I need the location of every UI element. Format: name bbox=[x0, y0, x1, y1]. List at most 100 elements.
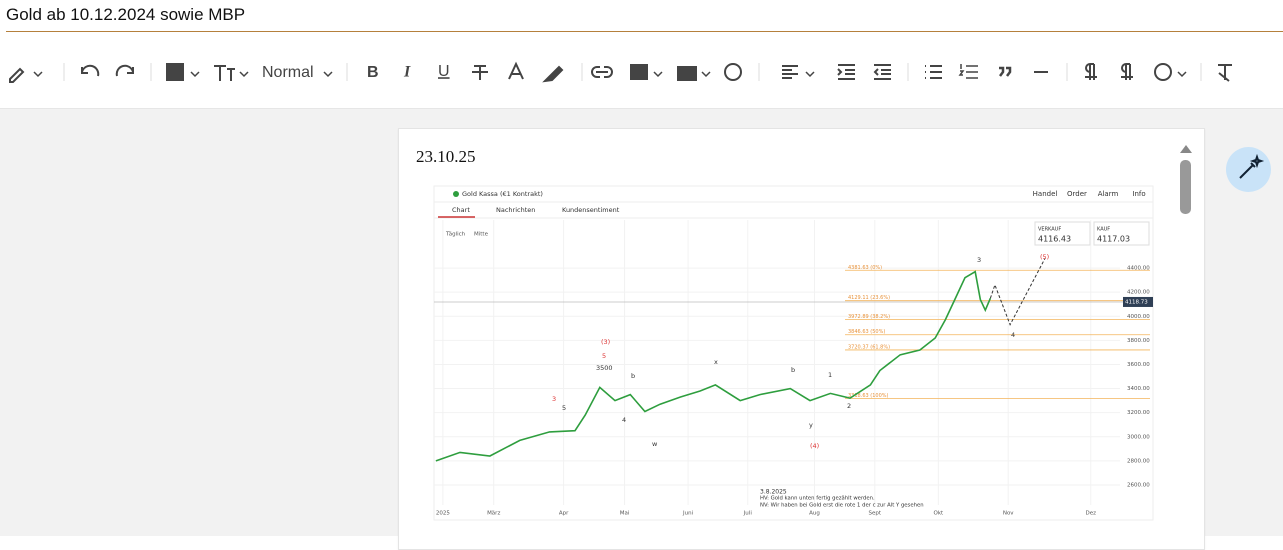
fib-label: 3318.63 (100%) bbox=[848, 393, 889, 399]
redo-icon[interactable] bbox=[115, 64, 134, 77]
menu-item: Order bbox=[1067, 190, 1087, 198]
wave-label: 3500 bbox=[596, 364, 613, 372]
wave-label: 3 bbox=[977, 256, 981, 264]
wave-label: 1 bbox=[828, 371, 832, 379]
wave-label: x bbox=[714, 358, 718, 366]
chart-note: NV: Wir haben bei Gold erst die rote 1 d… bbox=[760, 503, 924, 509]
quote-box bbox=[1034, 221, 1091, 246]
video-icon[interactable] bbox=[677, 66, 697, 81]
wave-label: (3) bbox=[601, 338, 610, 346]
page: {"header": {"title": "Gold ab 10.12.2024… bbox=[0, 5, 1283, 550]
rtl-icon[interactable] bbox=[1121, 63, 1133, 80]
y-tick-label: 3000.00 bbox=[1127, 434, 1150, 440]
menu-item: Alarm bbox=[1098, 190, 1119, 198]
x-tick-label: Aug bbox=[809, 511, 820, 517]
scroll-up[interactable] bbox=[1180, 145, 1192, 153]
dropdown-arrows[interactable] bbox=[190, 71, 1187, 78]
chart-option: Mitte bbox=[474, 232, 489, 238]
x-tick-label: Sept bbox=[869, 511, 882, 517]
numbered-list-icon[interactable] bbox=[958, 64, 978, 79]
wave-label: 4 bbox=[622, 416, 626, 424]
ai-assist-button[interactable] bbox=[1226, 147, 1271, 192]
image-frame bbox=[433, 185, 1154, 521]
y-tick-label: 4400.00 bbox=[1127, 266, 1150, 272]
bullet-list-icon[interactable] bbox=[925, 65, 942, 79]
x-tick-label: Apr bbox=[559, 511, 569, 517]
price-line bbox=[435, 270, 992, 462]
clear-format-icon[interactable] bbox=[1218, 64, 1232, 82]
wave-label: 5 bbox=[562, 404, 566, 412]
instrument-name: Gold Kassa (€1 Kontrakt) bbox=[462, 190, 543, 198]
wave-label: 5 bbox=[602, 352, 606, 360]
font-size-icon[interactable] bbox=[214, 65, 235, 81]
fib-label: 3720.37 (61.8%) bbox=[848, 344, 890, 350]
x-tick-label: Juli bbox=[743, 511, 753, 517]
dropdown-arrow[interactable] bbox=[33, 71, 43, 78]
toolbar: Normal B I U bbox=[9, 61, 1232, 83]
y-tick-label: 4000.00 bbox=[1127, 314, 1150, 320]
language-icon[interactable] bbox=[1154, 63, 1172, 81]
quote-icon[interactable] bbox=[999, 66, 1012, 77]
bold-button[interactable]: B bbox=[367, 64, 379, 81]
current-price-box bbox=[1123, 296, 1153, 307]
wave-label: 3 bbox=[552, 395, 556, 403]
ltr-icon[interactable] bbox=[1085, 63, 1097, 80]
x-tick-label: März bbox=[487, 511, 500, 517]
strike-icon[interactable] bbox=[472, 65, 488, 80]
chart-tab: Kundensentiment bbox=[562, 206, 620, 214]
quote-price: 4117.03 bbox=[1097, 235, 1130, 244]
align-icon[interactable] bbox=[782, 65, 798, 79]
fib-label: 4129.11 (23.6%) bbox=[848, 295, 890, 301]
status-dot bbox=[453, 191, 459, 197]
undo-icon[interactable] bbox=[81, 64, 100, 77]
scrollbar-thumb[interactable] bbox=[1180, 160, 1191, 214]
quote-box bbox=[1093, 221, 1150, 246]
x-tick-label: Okt bbox=[934, 511, 945, 517]
quote-label: VERKAUF bbox=[1038, 227, 1061, 233]
x-tick-label: Juni bbox=[682, 511, 694, 517]
wave-label: w bbox=[652, 440, 658, 448]
emoji-icon[interactable] bbox=[724, 63, 742, 81]
text-color-box[interactable] bbox=[166, 63, 184, 81]
projection-line bbox=[989, 258, 1046, 326]
italic-button[interactable]: I bbox=[403, 64, 411, 81]
font-color-icon[interactable] bbox=[508, 61, 524, 80]
fib-label: 3846.63 (50%) bbox=[848, 329, 885, 335]
ai-assist-icon bbox=[1239, 153, 1265, 179]
chart-note: HV: Gold kann unten fertig gezählt werde… bbox=[760, 496, 875, 502]
wave-label: y bbox=[809, 421, 813, 429]
current-price-label: 4118.73 bbox=[1125, 299, 1148, 305]
image-icon[interactable] bbox=[630, 64, 648, 80]
y-tick-label: 3800.00 bbox=[1127, 338, 1150, 344]
y-tick-label: 3400.00 bbox=[1127, 386, 1150, 392]
quote-price: 4116.43 bbox=[1038, 235, 1071, 244]
y-tick-label: 3200.00 bbox=[1127, 410, 1150, 416]
highlight-icon[interactable] bbox=[542, 65, 564, 83]
chart-note: 3.8.2025 bbox=[760, 489, 787, 496]
x-tick-label: Nov bbox=[1003, 511, 1014, 517]
wave-label: b bbox=[791, 366, 795, 374]
paragraph[interactable]: 23.10.25 bbox=[416, 147, 476, 166]
indent-icon[interactable] bbox=[837, 64, 855, 80]
chart-tab: Chart bbox=[452, 206, 470, 214]
title-underline bbox=[6, 31, 1283, 32]
wave-label: 2 bbox=[847, 402, 851, 410]
wave-label: (4) bbox=[810, 442, 819, 450]
fib-label: 4381.63 (0%) bbox=[848, 265, 882, 271]
document-title[interactable]: Gold ab 10.12.2024 sowie MBP bbox=[6, 5, 246, 24]
y-tick-label: 2800.00 bbox=[1127, 458, 1150, 464]
menu-item: Info bbox=[1132, 190, 1145, 198]
x-tick-label: Dez bbox=[1086, 511, 1097, 517]
x-tick-label: Mai bbox=[620, 511, 630, 517]
wave-label: (5) bbox=[1040, 253, 1049, 261]
link-icon[interactable] bbox=[591, 66, 613, 78]
outdent-icon[interactable] bbox=[873, 64, 891, 80]
y-tick-label: 2600.00 bbox=[1127, 482, 1150, 488]
paragraph-style[interactable]: Normal bbox=[262, 64, 314, 81]
pen-icon[interactable] bbox=[9, 67, 25, 83]
embedded-chart-image: Gold Kassa (€1 Kontrakt) Handel Order Alarm… bbox=[433, 145, 1192, 521]
y-tick-label: 3600.00 bbox=[1127, 362, 1150, 368]
wave-label: b bbox=[631, 372, 635, 380]
x-tick-label: 2025 bbox=[436, 511, 450, 517]
underline-button[interactable]: U bbox=[438, 63, 450, 80]
